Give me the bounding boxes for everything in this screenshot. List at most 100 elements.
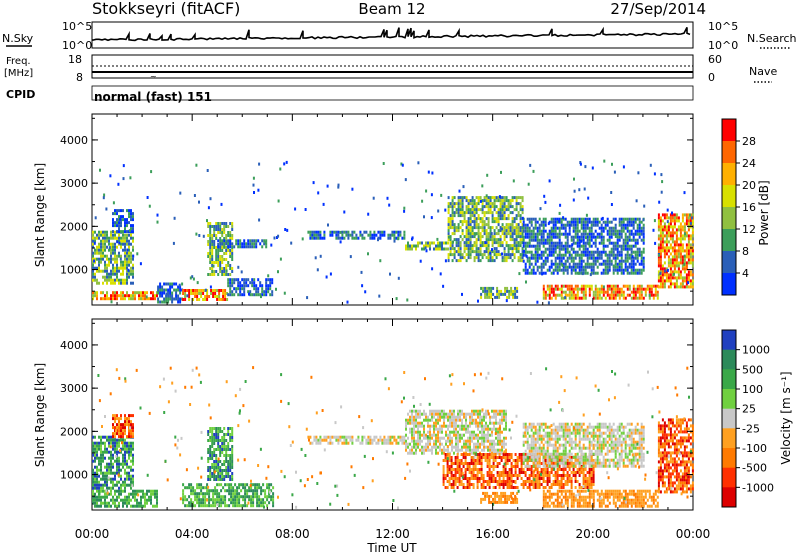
echo-cell <box>687 225 690 229</box>
echo-cell <box>606 256 609 260</box>
echo-cell <box>640 256 643 260</box>
echo-cell <box>665 231 668 235</box>
echo-cell <box>124 230 126 234</box>
echo-cell <box>449 439 451 443</box>
echo-cell <box>124 450 126 454</box>
echo-cell <box>315 441 318 445</box>
echo-cell <box>538 238 541 242</box>
echo-cell <box>467 412 469 416</box>
echo-cell <box>218 504 221 508</box>
echo-cell <box>475 226 478 230</box>
echo-cell <box>586 262 589 266</box>
echo-cell <box>558 235 561 239</box>
echo-cell <box>329 435 332 439</box>
echo-cell <box>656 290 659 294</box>
echo-cell <box>558 262 561 266</box>
echo-cell <box>225 460 228 463</box>
echo-cell <box>227 475 230 478</box>
echo-cell <box>624 217 627 221</box>
echo-cell <box>556 265 559 269</box>
echo-cell <box>499 199 502 203</box>
echo-cell <box>457 196 460 200</box>
echo-cell <box>566 247 569 251</box>
echo-cell <box>487 226 490 230</box>
echo-cell <box>231 267 234 270</box>
echo-cell <box>604 250 607 254</box>
echo-cell <box>473 244 476 248</box>
echo-cell <box>118 230 120 234</box>
echo-speckle <box>452 240 454 244</box>
echo-cell <box>487 235 490 239</box>
echo-cell <box>477 196 480 200</box>
echo-cell <box>225 264 228 267</box>
echo-speckle <box>580 239 583 243</box>
echo-cell <box>198 298 201 301</box>
echo-cell <box>177 297 180 301</box>
echo-cell <box>467 199 470 203</box>
echo-cell <box>568 250 571 254</box>
echo-cell <box>246 504 249 508</box>
echo-cell <box>433 412 435 416</box>
echo-cell <box>612 287 615 291</box>
echo-cell <box>636 271 639 275</box>
echo-cell <box>313 230 316 234</box>
echo-cell <box>425 448 427 452</box>
echo-cell <box>457 430 459 434</box>
echo-cell <box>411 430 413 434</box>
echo-cell <box>489 196 492 200</box>
echo-cell <box>570 238 573 242</box>
echo-speckle <box>479 199 482 203</box>
echo-cell <box>204 486 207 490</box>
echo-cell <box>130 266 132 270</box>
echo-cell <box>564 253 567 257</box>
echo-cell <box>325 438 328 442</box>
echo-cell <box>249 281 252 285</box>
echo-speckle <box>671 211 673 215</box>
echo-speckle <box>666 220 669 224</box>
echo-cell <box>479 430 481 434</box>
echo-cell <box>256 486 259 490</box>
echo-speckle <box>648 293 651 297</box>
echo-cell <box>439 439 441 443</box>
echo-cell <box>689 225 692 229</box>
echo-cell <box>146 489 148 493</box>
echo-cell <box>554 265 557 269</box>
echo-cell <box>451 232 454 236</box>
echo-cell <box>243 293 246 297</box>
echo-cell <box>175 297 178 301</box>
echo-cell <box>628 235 631 239</box>
echo-cell <box>683 222 686 226</box>
echo-cell <box>473 418 475 422</box>
echo-cell <box>552 253 555 257</box>
nave-tick-bottom: 0 <box>708 71 715 84</box>
echo-cell <box>116 209 118 213</box>
echo-cell <box>632 265 635 269</box>
echo-cell <box>685 243 688 247</box>
echo-cell <box>467 226 470 230</box>
echo-cell <box>449 241 452 245</box>
echo-cell <box>237 293 240 297</box>
echo-cell <box>449 409 451 413</box>
echo-cell <box>453 451 455 455</box>
echo-cell <box>169 282 172 286</box>
echo-cell <box>616 232 619 236</box>
echo-cell <box>513 247 516 251</box>
echo-cell <box>485 256 488 260</box>
echo-cell <box>132 432 134 436</box>
echo-cell <box>568 284 571 288</box>
echo-cell <box>132 281 134 285</box>
echo-cell <box>395 230 398 234</box>
echo-cell <box>221 430 224 433</box>
echo-cell <box>163 288 166 292</box>
echo-cell <box>130 254 132 258</box>
echo-cell <box>685 264 688 268</box>
echo-cell <box>120 239 122 243</box>
echo-cell <box>675 261 678 265</box>
echo-cell <box>665 276 668 280</box>
echo-speckle <box>461 292 463 296</box>
echo-cell <box>98 495 100 499</box>
echo-cell <box>130 483 132 487</box>
echo-cell <box>122 504 124 508</box>
echo-speckle <box>547 222 550 226</box>
echo-cell <box>669 237 672 241</box>
